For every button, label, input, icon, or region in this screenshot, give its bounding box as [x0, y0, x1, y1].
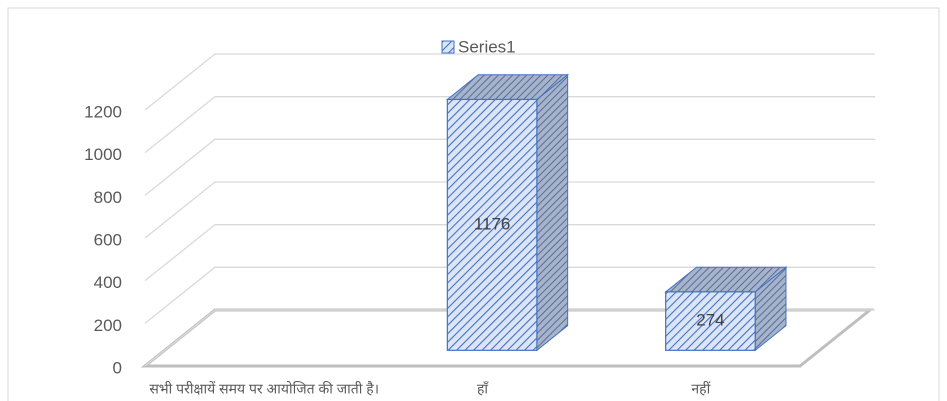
chart-frame	[7, 7, 940, 401]
grid-line	[144, 96, 875, 154]
y-tick-label: 0	[113, 358, 122, 377]
grid-line	[144, 53, 875, 111]
y-tick-label: 400	[94, 273, 122, 292]
x-tick-label: हाँ	[477, 381, 489, 397]
grid-line	[144, 309, 875, 367]
bar	[446, 98, 538, 351]
legend-swatch	[441, 40, 455, 54]
y-tick-label: 200	[94, 316, 122, 335]
y-tick-label: 1000	[84, 145, 122, 164]
y-tick-label: 1200	[84, 102, 122, 121]
grid-line	[144, 181, 875, 239]
legend-label: Series1	[458, 37, 516, 56]
bar	[665, 291, 756, 351]
grid-line	[144, 224, 875, 282]
x-tick-label: नहीं	[691, 381, 710, 397]
y-tick-label: 600	[94, 230, 122, 249]
data-label: 274	[696, 311, 724, 330]
y-tick-label: 800	[94, 188, 122, 207]
grid-line	[144, 266, 875, 324]
x-tick-label: सभी परीक्षायें समय पर आयोजित की जाती है।	[149, 381, 379, 397]
grid-line	[144, 138, 875, 196]
data-label: 1176	[474, 214, 511, 233]
bar-side	[536, 73, 569, 352]
